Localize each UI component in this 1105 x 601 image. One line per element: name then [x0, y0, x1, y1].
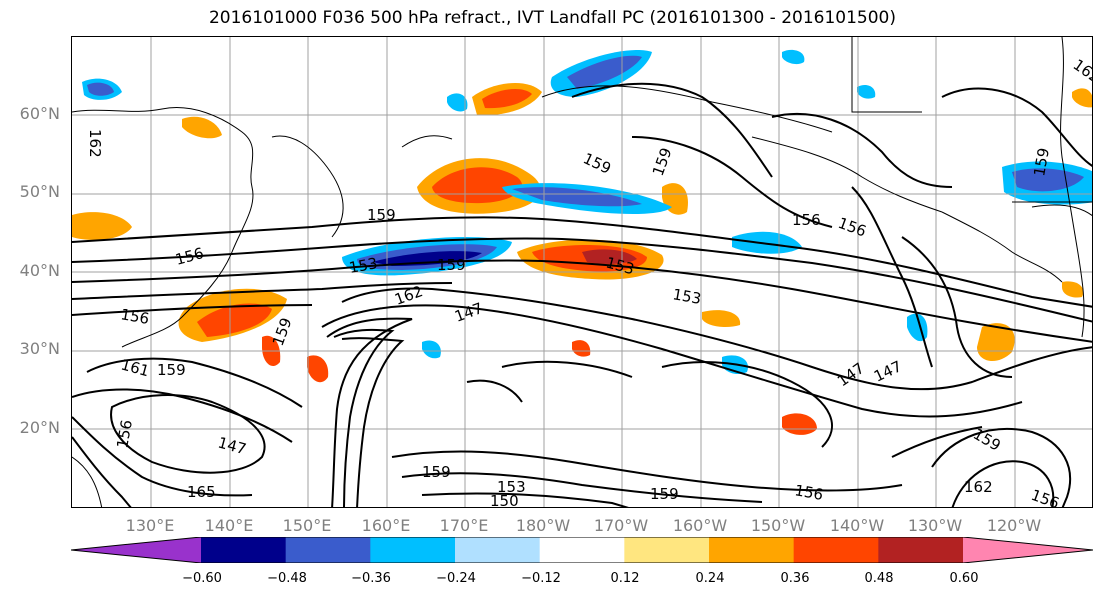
contour-label: 156 [173, 244, 205, 269]
positive-anomaly [482, 88, 532, 109]
contour-label: 159 [269, 315, 296, 348]
colorbar-tick: 0.24 [695, 571, 725, 586]
coastlines [72, 37, 1092, 507]
lon-label: 120°W [986, 516, 1042, 535]
contour-label: 156 [792, 211, 821, 229]
colorbar-cell [793, 537, 879, 563]
negative-anomaly [567, 55, 642, 89]
negative-anomaly [372, 251, 482, 266]
contour-label: 153 [348, 254, 379, 277]
positive-anomaly [582, 249, 637, 264]
contour-label: 159 [649, 145, 676, 178]
graticule [72, 37, 1092, 507]
colorbar-cell [709, 537, 795, 563]
negative-anomaly [422, 340, 441, 359]
contour-label: 147 [216, 433, 248, 458]
colorbar-extend-max [963, 537, 1093, 563]
contour-labels: 156 162 162 159 156 153 159 162 147 153 … [86, 56, 1093, 508]
lon-label: 130°E [125, 516, 175, 535]
negative-anomaly [1012, 168, 1084, 192]
colorbar-tick: 0.48 [864, 571, 894, 586]
colorbar-cell [878, 537, 964, 563]
positive-anomaly [307, 355, 329, 383]
negative-anomaly [732, 231, 802, 254]
lon-label: 180°W [515, 516, 571, 535]
height-contours [72, 82, 1092, 507]
lon-label: 140°W [829, 516, 885, 535]
contour-label: 159 [437, 256, 466, 274]
lon-label: 140°E [204, 516, 254, 535]
contour-label: 156 [1029, 486, 1062, 508]
contour-label: 159 [367, 206, 396, 224]
contour-label: 156 [113, 418, 136, 449]
lon-label: 160°E [361, 516, 411, 535]
colorbar-cell [201, 537, 287, 563]
contour-label: 159 [422, 463, 451, 481]
colorbar-tick: 0.60 [949, 571, 979, 586]
positive-anomaly [1072, 88, 1092, 108]
positive-anomaly [197, 303, 272, 337]
positive-anomaly [782, 413, 817, 435]
lon-label: 150°W [750, 516, 806, 535]
positive-anomaly [572, 340, 591, 357]
lon-label: 150°E [282, 516, 332, 535]
colorbar-tick: −0.48 [267, 571, 307, 586]
positive-anomaly [1062, 281, 1084, 298]
lat-label: 60°N [19, 104, 60, 123]
positive-anomaly [977, 323, 1015, 362]
lat-label: 30°N [19, 339, 60, 358]
contour-label: 150 [490, 492, 519, 508]
contour-label: 159 [1030, 146, 1053, 177]
colorbar-tick: −0.36 [351, 571, 391, 586]
negative-anomaly [447, 93, 468, 112]
lat-label: 20°N [19, 418, 60, 437]
contour-label: 162 [964, 478, 993, 496]
colorbar-tick: 0.12 [610, 571, 640, 586]
negative-anomaly [782, 49, 805, 65]
contour-label: 165 [187, 483, 216, 501]
lon-label: 130°W [907, 516, 963, 535]
contour-label: 162 [1070, 56, 1093, 87]
map-canvas: 156 162 162 159 156 153 159 162 147 153 … [72, 37, 1093, 508]
positive-anomaly [72, 212, 132, 240]
colorbar-extend-min [71, 537, 201, 563]
lat-label: 50°N [19, 182, 60, 201]
colorbar-cells [71, 537, 1093, 563]
negative-anomaly [857, 85, 876, 99]
lon-label: 170°E [439, 516, 489, 535]
contour-label: 156 [119, 305, 150, 328]
colorbar-cell [370, 537, 456, 563]
contour-label: 159 [580, 149, 614, 177]
contour-label: 156 [793, 481, 824, 504]
colorbar-cell [624, 537, 710, 563]
map-panel: 156 162 162 159 156 153 159 162 147 153 … [71, 36, 1093, 508]
colorbar [71, 537, 1093, 563]
lon-label: 170°W [593, 516, 649, 535]
colorbar-cell [455, 537, 541, 563]
contour-label: 153 [671, 285, 702, 308]
negative-anomaly [87, 82, 114, 96]
contour-label: 159 [650, 485, 679, 503]
contour-label: 147 [834, 359, 868, 390]
lat-label: 40°N [19, 261, 60, 280]
contour-label: 153 [497, 478, 526, 496]
contour-label: 156 [836, 214, 869, 241]
colorbar-tick: −0.12 [521, 571, 561, 586]
colorbar-tick: −0.24 [436, 571, 476, 586]
colorbar-tick: 0.36 [780, 571, 810, 586]
positive-anomaly [702, 310, 741, 327]
shading-layer [72, 49, 1092, 435]
colorbar-tick: −0.60 [182, 571, 222, 586]
contour-label: 147 [871, 357, 905, 385]
map-title: 2016101000 F036 500 hPa refract., IVT La… [208, 8, 896, 28]
contour-label: 159 [157, 361, 186, 379]
lon-label: 160°W [672, 516, 728, 535]
positive-anomaly [182, 116, 222, 139]
contour-label: 162 [86, 129, 104, 158]
colorbar-cell [285, 537, 371, 563]
contour-label: 147 [452, 299, 485, 326]
colorbar-cell [539, 537, 625, 563]
